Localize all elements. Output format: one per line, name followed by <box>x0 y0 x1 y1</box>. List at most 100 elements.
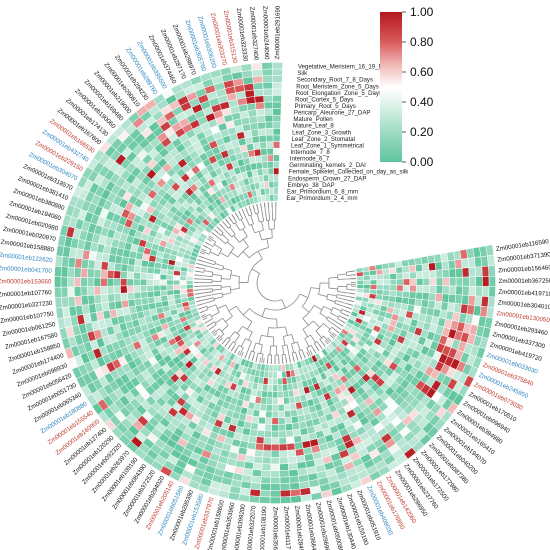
heatmap-cell <box>133 278 141 286</box>
dendrogram-branch <box>225 230 233 238</box>
heatmap-cell <box>166 289 175 296</box>
heatmap-cell <box>269 490 281 498</box>
heatmap-cell <box>473 256 483 268</box>
tissue-label: Ear_Primordium_2_4_mm <box>286 195 357 202</box>
heatmap-cell <box>475 276 483 287</box>
heatmap-cell <box>474 295 483 307</box>
heatmap-cell <box>257 128 267 137</box>
heatmap-cell <box>146 266 155 274</box>
heatmap-cell <box>146 285 154 292</box>
dendrogram-branch <box>242 308 250 316</box>
heatmap-cell <box>480 255 489 267</box>
tissue-label: Embryo_38_DAP <box>288 182 335 189</box>
heatmap-cell <box>127 298 136 308</box>
heatmap-cell <box>262 450 272 458</box>
heatmap-cell <box>166 274 174 281</box>
dendrogram-branch <box>346 270 356 273</box>
heatmap-cell <box>421 292 430 301</box>
dendrogram-branch <box>296 341 301 351</box>
heatmap-cell <box>153 290 162 298</box>
heatmap-cell <box>481 265 490 277</box>
heatmap-cell <box>266 397 273 405</box>
dendrogram-branch <box>226 241 235 249</box>
heatmap-cell <box>107 269 115 279</box>
dendrogram-branch <box>291 352 295 362</box>
dendrogram-branch <box>327 337 332 342</box>
heatmap-cell <box>272 384 278 392</box>
dendrogram-branch <box>213 292 223 296</box>
heatmap-cell <box>267 161 274 169</box>
heatmap-cell <box>159 279 167 286</box>
heatmap-cell <box>421 263 430 272</box>
heatmap-cell <box>281 370 287 379</box>
dendrogram-branch <box>234 334 240 343</box>
gene-label: Zm00001eb327400 <box>248 6 260 61</box>
dendrogram-branch <box>323 323 331 330</box>
dendrogram-branch <box>258 231 263 241</box>
heatmap-cell <box>287 455 298 464</box>
heatmap-cell <box>260 483 271 491</box>
heatmap-cell <box>270 470 281 478</box>
heatmap-cell <box>389 290 397 297</box>
dendrogram-branch <box>335 299 345 304</box>
dendrogram-branch <box>204 241 214 247</box>
heatmap-cell <box>260 476 271 485</box>
heatmap-cell <box>272 364 278 372</box>
tissue-label: Primary_Root_5_Days <box>294 103 355 110</box>
dendrogram-branch <box>328 276 338 279</box>
heatmap-cell <box>248 495 261 504</box>
heatmap-cell <box>254 442 264 451</box>
dendrogram-branch <box>230 251 239 258</box>
dendrogram-branch <box>281 299 286 309</box>
heatmap-cell <box>281 377 288 385</box>
dendrogram-branch <box>248 206 253 215</box>
heatmap-cell <box>482 276 490 287</box>
heatmap-cell <box>139 272 148 280</box>
heatmap-cell <box>166 279 174 286</box>
heatmap-cell <box>273 180 279 189</box>
heatmap-cell <box>140 265 149 274</box>
heatmap-cell <box>73 276 82 288</box>
heatmap-cell <box>146 279 154 286</box>
heatmap-cell <box>249 428 258 437</box>
heatmap-cell <box>400 259 409 268</box>
dendrogram-branch <box>222 292 232 296</box>
heatmap-cell <box>67 286 75 298</box>
dendrogram-branch <box>341 308 351 314</box>
heatmap-cell <box>415 285 424 293</box>
dendrogram-branch <box>198 255 204 259</box>
heatmap-cell <box>120 285 128 294</box>
dendrogram-branch <box>247 341 252 350</box>
heatmap-cell <box>289 482 301 491</box>
dendrogram-branch <box>202 317 208 321</box>
dendrogram-branch <box>248 350 252 360</box>
gene-label: Zm00001eb244060 <box>261 6 270 60</box>
heatmap-cell <box>363 284 371 290</box>
heatmap-cell <box>279 469 290 478</box>
heatmap-cell <box>263 181 270 189</box>
heatmap-cell <box>285 423 294 431</box>
heatmap-cell <box>153 284 161 292</box>
heatmap-cell <box>140 291 148 299</box>
heatmap-cell <box>120 263 129 272</box>
heatmap-cell <box>278 417 286 425</box>
dendrogram-branch <box>310 287 320 290</box>
colorbar-tick-label: 0.80 <box>410 35 434 49</box>
heatmap-cell <box>272 101 282 109</box>
dendrogram-branch <box>195 296 201 299</box>
heatmap-cell <box>261 62 273 70</box>
heatmap-cell <box>267 167 274 176</box>
heatmap-cell <box>277 377 283 386</box>
heatmap-cell <box>107 293 116 303</box>
heatmap-cell <box>356 275 364 281</box>
heatmap-cell <box>280 364 286 372</box>
heatmap-cell <box>259 141 268 150</box>
dendrogram-branch <box>263 358 265 364</box>
heatmap-cell <box>100 293 109 304</box>
dendrogram-branch <box>265 211 268 221</box>
dendrogram-branch <box>337 273 347 276</box>
dendrogram-branch <box>201 313 206 317</box>
heatmap-cell <box>261 68 273 77</box>
dendrogram-branch <box>216 226 224 234</box>
heatmap-cell <box>363 275 371 281</box>
